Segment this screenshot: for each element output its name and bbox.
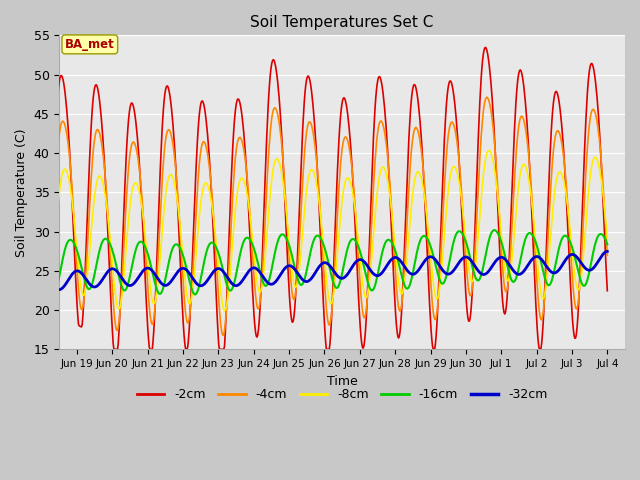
-32cm	[56, 287, 63, 292]
-8cm	[259, 282, 266, 288]
-2cm	[104, 233, 112, 239]
-2cm	[237, 104, 244, 110]
-2cm	[384, 146, 392, 152]
Title: Soil Temperatures Set C: Soil Temperatures Set C	[250, 15, 434, 30]
-2cm	[209, 216, 216, 221]
-16cm	[191, 292, 199, 298]
-4cm	[104, 211, 112, 217]
-16cm	[38, 252, 45, 258]
-4cm	[208, 191, 216, 197]
-4cm	[483, 95, 491, 100]
Text: BA_met: BA_met	[65, 38, 115, 51]
-16cm	[415, 240, 423, 246]
-8cm	[384, 177, 392, 183]
-2cm	[38, 326, 45, 332]
Legend: -2cm, -4cm, -8cm, -16cm, -32cm: -2cm, -4cm, -8cm, -16cm, -32cm	[132, 383, 552, 406]
-16cm	[237, 249, 244, 254]
-32cm	[384, 262, 392, 267]
-4cm	[415, 134, 423, 140]
-16cm	[259, 277, 266, 283]
-2cm	[110, 347, 118, 352]
-2cm	[482, 45, 490, 50]
-32cm	[604, 249, 611, 254]
-8cm	[38, 262, 45, 267]
-4cm	[384, 152, 392, 158]
-16cm	[491, 227, 499, 233]
-2cm	[259, 258, 266, 264]
-8cm	[221, 308, 228, 313]
-32cm	[105, 268, 113, 274]
-32cm	[209, 270, 216, 276]
-8cm	[604, 236, 611, 241]
-8cm	[484, 148, 492, 154]
Line: -2cm: -2cm	[42, 48, 607, 349]
-4cm	[220, 333, 227, 338]
-16cm	[209, 240, 216, 246]
-4cm	[259, 273, 266, 279]
-4cm	[237, 135, 244, 141]
-16cm	[604, 241, 611, 247]
-8cm	[208, 203, 216, 208]
-8cm	[237, 176, 244, 181]
-4cm	[38, 285, 45, 291]
Line: -16cm: -16cm	[42, 230, 607, 295]
-2cm	[415, 109, 423, 115]
-32cm	[415, 266, 423, 272]
Line: -4cm: -4cm	[42, 97, 607, 336]
-8cm	[415, 170, 423, 176]
-32cm	[237, 280, 244, 286]
Line: -32cm: -32cm	[42, 252, 607, 289]
-32cm	[38, 271, 45, 277]
-2cm	[604, 288, 611, 294]
-4cm	[604, 252, 611, 258]
-16cm	[384, 237, 392, 243]
-16cm	[104, 238, 112, 243]
Y-axis label: Soil Temperature (C): Soil Temperature (C)	[15, 128, 28, 257]
-8cm	[104, 214, 112, 220]
-32cm	[259, 273, 266, 278]
Line: -8cm: -8cm	[42, 151, 607, 311]
X-axis label: Time: Time	[327, 374, 358, 388]
